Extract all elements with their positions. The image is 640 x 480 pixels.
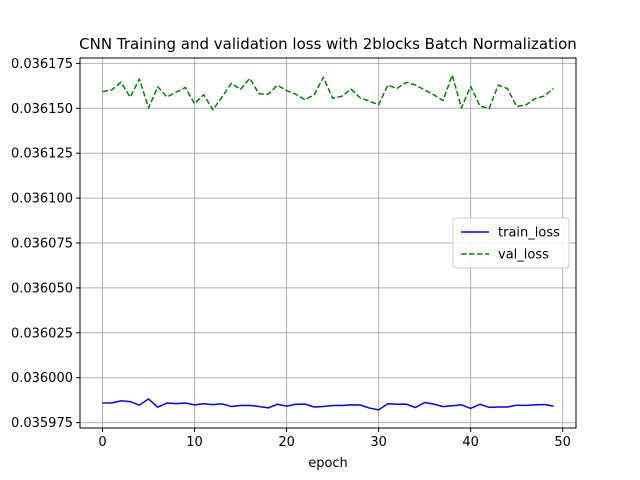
x-tick-label: 0 [98, 435, 106, 450]
x-tick-label: 10 [186, 435, 203, 450]
x-tick-label: 30 [370, 435, 387, 450]
x-tick-label: 40 [462, 435, 479, 450]
y-tick-label: 0.036025 [11, 326, 73, 341]
legend-label-train-loss: train_loss [498, 226, 560, 241]
series-line-train-loss [102, 398, 554, 411]
y-tick-label: 0.036125 [11, 147, 73, 162]
series-line-val-loss [102, 74, 554, 111]
y-tick-label: 0.035975 [11, 416, 73, 431]
legend-box [452, 217, 570, 269]
legend: train_loss val_loss [452, 217, 570, 269]
series-group [102, 74, 554, 411]
x-tick-label: 50 [554, 435, 571, 450]
chart-title: CNN Training and validation loss with 2b… [79, 35, 577, 53]
y-tick-label: 0.036150 [11, 102, 73, 117]
x-axis-label: epoch [308, 456, 348, 471]
x-tick-label: 20 [278, 435, 295, 450]
y-tick-label: 0.036075 [11, 237, 73, 252]
legend-label-val-loss: val_loss [498, 248, 549, 263]
y-tick-label: 0.036050 [11, 281, 73, 296]
ticks: 0 10 20 30 40 50 0.035975 0.036000 0.036025 0.036… [11, 57, 571, 450]
y-tick-label: 0.036100 [11, 192, 73, 207]
y-tick-label: 0.036175 [11, 57, 73, 72]
y-tick-label: 0.036000 [11, 371, 73, 386]
